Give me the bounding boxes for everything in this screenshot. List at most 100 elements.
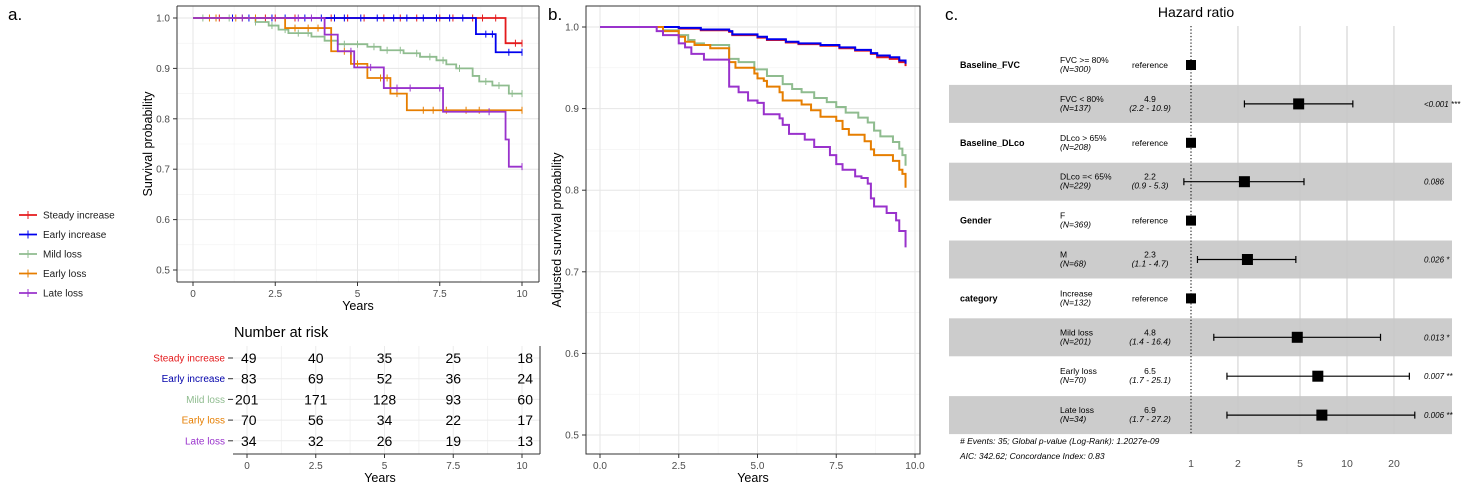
panel-b-y-tick-label: 0.7: [565, 267, 579, 278]
forest-estimate-value: 4.9: [1144, 94, 1156, 104]
risk-table-cell: 83: [241, 371, 257, 387]
forest-x-tick-label: 2: [1235, 458, 1241, 470]
risk-table-row-label: Early loss: [182, 416, 225, 427]
risk-table-cell: 69: [308, 371, 324, 387]
panel-b-series: [600, 26, 907, 248]
forest-point-estimate: [1186, 293, 1196, 304]
forest-point-estimate: [1293, 98, 1305, 110]
panel-a-ticks: 0 2.5 5 7.5 10 0.5 0.6 0.7 0.8 0.9 1.0: [156, 14, 528, 301]
panel-a-x-tick-label: 10: [516, 289, 528, 300]
panel-a-legend: Steady increase Early increase Mild loss Ea…: [19, 211, 115, 300]
forest-level-label: Late loss: [1060, 405, 1094, 415]
panel-a-x-tick-label: 0: [190, 289, 196, 300]
panel-b-y-tick-label: 1.0: [565, 23, 579, 34]
forest-rows: Baseline_FVC FVC >= 80%(N=300) reference FV…: [960, 55, 1461, 424]
forest-level-label: Early loss: [1060, 366, 1097, 376]
panel-a-y-tick-label: 0.8: [156, 114, 170, 125]
forest-level-label: M: [1060, 250, 1067, 260]
panel-b-x-tick-label: 5.0: [751, 461, 765, 472]
risk-table-title: Number at risk: [234, 325, 329, 341]
forest-n-label: (N=300): [1060, 64, 1091, 74]
panel-b-y-tick-label: 0.5: [565, 431, 579, 442]
risk-table-grid: [233, 346, 540, 454]
risk-table-x-tick-label: 7.5: [446, 461, 460, 472]
forest-estimate-reference: reference: [1132, 60, 1168, 70]
forest-row-lvl-late-loss: Late loss(N=34) 6.9(1.7 - 27.2) 0.006 **: [1060, 405, 1453, 424]
forest-level-label: DLco > 65%: [1060, 133, 1107, 143]
forest-n-label: (N=34): [1060, 414, 1086, 424]
forest-n-label: (N=208): [1060, 142, 1091, 152]
panel-b-x-tick-label: 2.5: [672, 461, 686, 472]
forest-x-tick-label: 20: [1388, 458, 1400, 470]
panel-a-x-tick-label: 5: [355, 289, 361, 300]
forest-row-gender-f: Gender F(N=369) reference: [960, 211, 1196, 230]
risk-table-cell: 128: [373, 391, 397, 407]
forest-point-estimate: [1238, 176, 1250, 188]
legend-label: Steady increase: [43, 211, 115, 222]
forest-n-label: (N=369): [1060, 220, 1091, 230]
forest-footnote-2: AIC: 342.62; Concordance Index: 0.83: [959, 451, 1105, 461]
forest-point-estimate: [1186, 60, 1196, 70]
forest-n-label: (N=70): [1060, 375, 1086, 385]
panel-a-y-title: Survival probability: [141, 91, 155, 197]
risk-table-row-early-increase: Early increase 83 69 52 36 24: [162, 371, 534, 387]
panel-a-x-title: Years: [342, 299, 374, 313]
forest-p-value: <0.001 ***: [1424, 100, 1461, 109]
panel-a-series: [193, 14, 523, 171]
risk-table-cell: 171: [304, 391, 328, 407]
panel-c-forest-plot: Hazard ratio Baseline_FVC FVC >= 80%(N=30…: [949, 4, 1461, 470]
forest-p-value: 0.086: [1424, 178, 1445, 187]
forest-estimate-value: 2.3: [1144, 250, 1156, 260]
forest-x-tick-label: 10: [1341, 458, 1353, 470]
risk-table-row-label: Steady increase: [153, 354, 225, 365]
risk-table-x-title: Years: [364, 471, 396, 485]
panel-b-ticks: 0.0 2.5 5.0 7.5 10.0 0.5 0.6 0.7 0.8 0.9 1.0: [565, 23, 925, 473]
panel-c-label: c.: [945, 5, 958, 24]
adjusted-curve-early-loss: [600, 26, 907, 188]
forest-variable-name: Gender: [960, 216, 992, 226]
forest-row-lvl-fvc-80: FVC < 80%(N=137) 4.9(2.2 - 10.9) <0.001 **…: [1060, 94, 1461, 113]
forest-estimate-value: 2.2: [1144, 172, 1156, 182]
forest-ci-text: (1.7 - 25.1): [1129, 375, 1171, 385]
panel-b-y-tick-label: 0.9: [565, 104, 579, 115]
risk-table-cell: 17: [517, 412, 533, 428]
panel-b-x-tick-label: 0.0: [593, 461, 607, 472]
forest-ci-text: (0.9 - 5.3): [1132, 181, 1169, 191]
risk-table-row-label: Mild loss: [186, 395, 225, 406]
risk-table-x-tick-label: 10: [516, 461, 528, 472]
forest-variable-name: category: [960, 293, 998, 303]
risk-table-cell: 56: [308, 412, 324, 428]
risk-table-cell: 18: [517, 350, 533, 366]
panel-a-y-tick-label: 0.5: [156, 266, 170, 277]
legend-item-early-loss: Early loss: [19, 269, 86, 280]
forest-level-label: F: [1060, 211, 1065, 221]
forest-estimate-value: 4.8: [1144, 327, 1156, 337]
panel-a-y-tick-label: 1.0: [156, 14, 170, 25]
panel-b-adjusted-plot: 0.0 2.5 5.0 7.5 10.0 0.5 0.6 0.7 0.8 0.9 1.0 Years…: [550, 5, 925, 485]
forest-ci-text: (1.7 - 27.2): [1129, 414, 1171, 424]
forest-estimate-reference: reference: [1132, 293, 1168, 303]
km-curve-mild-loss: [193, 17, 522, 95]
risk-table-cell: 26: [377, 433, 393, 449]
forest-footnote-1: # Events: 35; Global p-value (Log-Rank):…: [960, 436, 1160, 446]
risk-table-row-steady-increase: Steady increase 49 40 35 25 18: [153, 350, 533, 366]
risk-table-x-tick-label: 2.5: [309, 461, 323, 472]
risk-table-x-tick-label: 5: [382, 461, 388, 472]
adjusted-curve-steady-increase: [600, 26, 907, 67]
risk-table-cell: 60: [517, 391, 533, 407]
forest-row-category-increase: category Increase(N=132) reference: [960, 288, 1196, 307]
risk-table-cells: Steady increase 49 40 35 25 18 Early increase 8…: [153, 350, 533, 472]
legend-item-late-loss: Late loss: [19, 289, 83, 300]
risk-table-cell: 40: [308, 350, 324, 366]
risk-table-row-label: Late loss: [185, 436, 225, 447]
forest-row-lvl-early-loss: Early loss(N=70) 6.5(1.7 - 25.1) 0.007 **: [1060, 366, 1453, 385]
adjusted-curve-late-loss: [600, 26, 907, 248]
forest-p-value: 0.007 **: [1424, 372, 1453, 381]
forest-variable-name: Baseline_FVC: [960, 60, 1021, 70]
panel-a-label: a.: [8, 5, 22, 24]
legend-item-early-increase: Early increase: [19, 230, 107, 241]
panel-b-x-tick-label: 7.5: [829, 461, 843, 472]
forest-ci-text: (2.2 - 10.9): [1129, 103, 1171, 113]
risk-table-cell: 52: [377, 371, 393, 387]
forest-x-tick-label: 5: [1297, 458, 1303, 470]
